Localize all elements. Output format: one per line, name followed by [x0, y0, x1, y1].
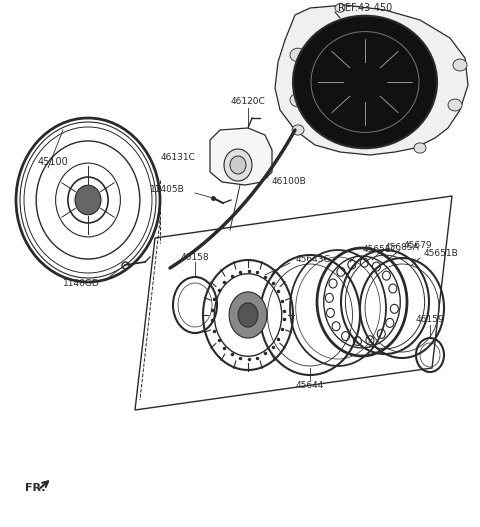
Text: FR.: FR.: [25, 483, 46, 493]
Polygon shape: [275, 5, 468, 155]
Ellipse shape: [230, 156, 246, 174]
Text: 46131C: 46131C: [160, 153, 195, 162]
Text: 45651B: 45651B: [424, 249, 459, 259]
Text: 46159: 46159: [416, 316, 444, 325]
Polygon shape: [210, 128, 272, 185]
Ellipse shape: [290, 93, 306, 107]
Text: 45643C: 45643C: [296, 256, 331, 265]
Ellipse shape: [224, 149, 252, 181]
Ellipse shape: [292, 125, 304, 135]
Ellipse shape: [290, 48, 306, 62]
Text: REF.43-450: REF.43-450: [338, 3, 392, 13]
Ellipse shape: [335, 4, 345, 12]
Text: 46100B: 46100B: [272, 178, 307, 187]
Text: 46158: 46158: [180, 252, 209, 261]
Ellipse shape: [414, 143, 426, 153]
Ellipse shape: [229, 292, 267, 338]
Text: 45685A: 45685A: [385, 243, 420, 252]
Text: 45679: 45679: [404, 241, 432, 250]
Text: 1140GD: 1140GD: [63, 278, 100, 288]
Text: 45100: 45100: [38, 157, 69, 167]
Ellipse shape: [238, 303, 258, 327]
Ellipse shape: [75, 185, 101, 215]
Text: 45644: 45644: [296, 382, 324, 391]
Ellipse shape: [293, 16, 437, 148]
Ellipse shape: [453, 59, 467, 71]
Text: 46120C: 46120C: [230, 97, 265, 106]
Text: 45651C: 45651C: [363, 246, 398, 255]
Text: 11405B: 11405B: [150, 184, 185, 193]
Ellipse shape: [448, 99, 462, 111]
